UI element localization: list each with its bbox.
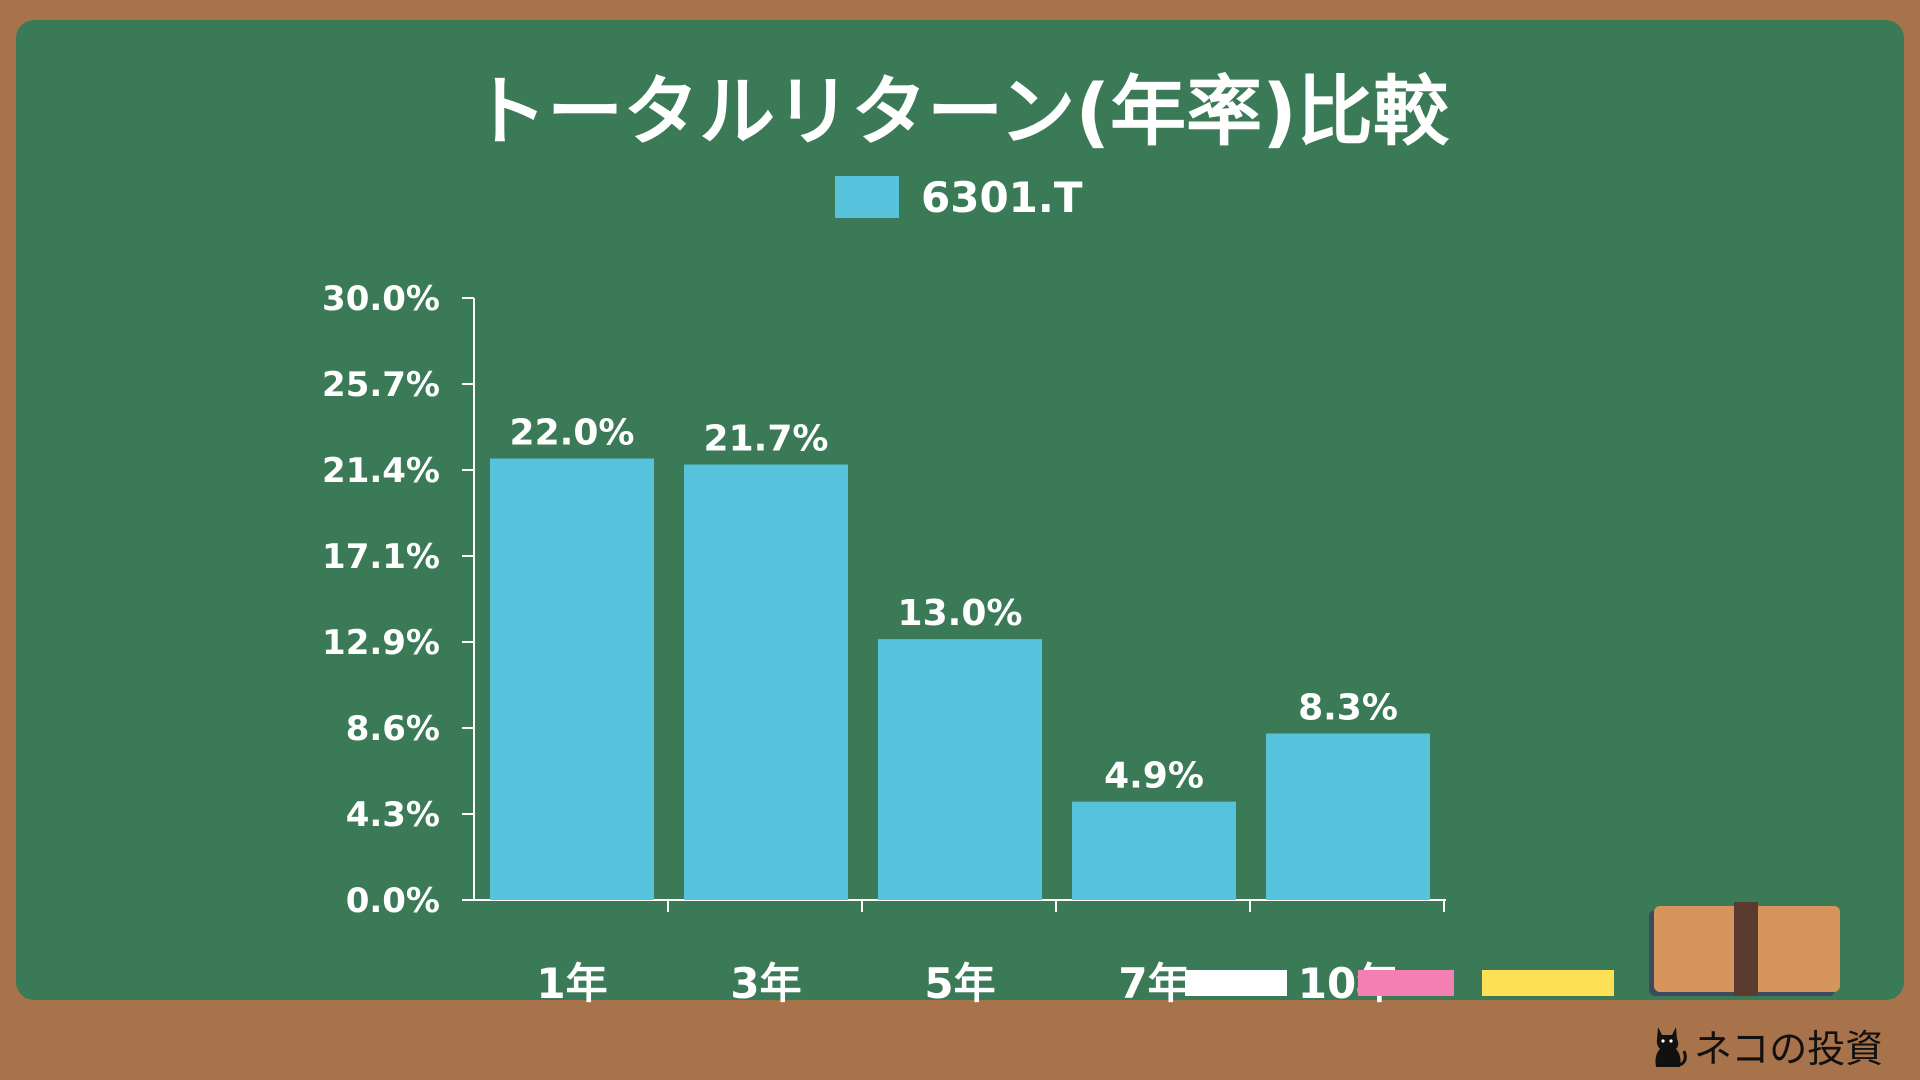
bar-1年 [490,458,654,900]
bar-7年 [1072,801,1236,900]
data-label: 8.3% [1298,687,1398,728]
y-tick-label: 12.9% [322,623,440,663]
data-label: 22.0% [510,413,635,454]
legend-swatch [835,176,899,218]
y-tick-label: 8.6% [346,709,440,749]
y-tick-label: 25.7% [322,365,440,405]
x-category-label: 1年 [536,959,607,1008]
bar-5年 [878,639,1042,900]
data-label: 21.7% [704,419,829,460]
pink-chalk [1358,970,1454,996]
y-tick-label: 21.4% [322,451,440,491]
y-tick-label: 0.0% [346,881,440,921]
eraser-icon [1654,902,1840,996]
brand-text: ネコの投資 [1694,1027,1884,1071]
chart-title: トータルリターン(年率)比較 [471,67,1449,156]
y-tick-label: 17.1% [322,537,440,577]
brand-logo: ネコの投資 [1648,1018,1883,1073]
legend: 6301.T [835,172,1083,222]
y-tick-label: 30.0% [322,279,440,319]
bar-10年 [1266,733,1430,900]
black-cat-icon [1655,1026,1687,1067]
x-category-label: 3年 [730,959,801,1008]
x-category-label: 7年 [1118,959,1189,1008]
y-tick-label: 4.3% [346,795,440,835]
yellow-chalk [1482,970,1614,996]
white-chalk [1185,970,1287,996]
data-label: 13.0% [898,593,1023,634]
data-label: 4.9% [1104,756,1204,797]
x-category-label: 5年 [924,959,995,1008]
bar-3年 [684,464,848,900]
legend-label: 6301.T [921,172,1083,222]
